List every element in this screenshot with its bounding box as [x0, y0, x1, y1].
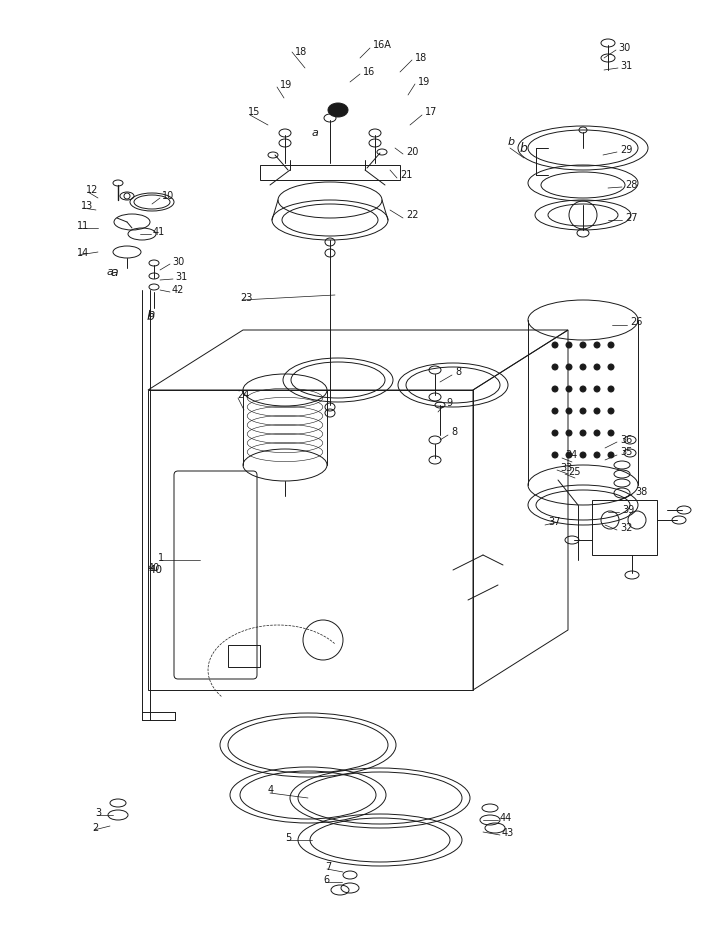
- Circle shape: [594, 430, 600, 436]
- Circle shape: [566, 408, 572, 414]
- Text: 19: 19: [280, 80, 292, 90]
- Text: 14: 14: [77, 248, 89, 258]
- Text: a: a: [107, 267, 114, 277]
- Text: 35: 35: [620, 447, 633, 457]
- Text: 29: 29: [620, 145, 633, 155]
- Circle shape: [552, 386, 558, 392]
- Circle shape: [594, 364, 600, 370]
- Circle shape: [552, 342, 558, 348]
- Text: 22: 22: [406, 210, 419, 220]
- Text: 13: 13: [81, 201, 93, 211]
- Circle shape: [608, 452, 614, 458]
- Circle shape: [566, 430, 572, 436]
- Bar: [228, 645, 260, 667]
- Text: 18: 18: [415, 53, 427, 63]
- Text: 38: 38: [635, 487, 647, 497]
- Text: 39: 39: [622, 505, 634, 515]
- Ellipse shape: [328, 103, 348, 117]
- Text: 1: 1: [158, 553, 164, 563]
- Text: 28: 28: [625, 180, 638, 190]
- Text: 34: 34: [565, 450, 577, 460]
- Circle shape: [594, 452, 600, 458]
- Text: a: a: [312, 128, 319, 138]
- Text: 24: 24: [237, 390, 249, 400]
- Text: 20: 20: [406, 147, 419, 157]
- Text: 8: 8: [455, 367, 461, 377]
- Text: 6: 6: [323, 875, 329, 885]
- Text: 43: 43: [502, 828, 514, 838]
- Text: 12: 12: [86, 185, 98, 195]
- Text: 42: 42: [172, 285, 184, 295]
- Circle shape: [566, 452, 572, 458]
- Text: 30: 30: [172, 257, 184, 267]
- Text: 2: 2: [92, 823, 98, 833]
- Circle shape: [608, 408, 614, 414]
- Circle shape: [608, 342, 614, 348]
- Circle shape: [580, 342, 586, 348]
- Text: 15: 15: [248, 107, 260, 117]
- Text: 40: 40: [148, 565, 162, 575]
- Text: 10: 10: [162, 191, 174, 201]
- Circle shape: [608, 430, 614, 436]
- Text: 31: 31: [175, 272, 187, 282]
- Text: 3: 3: [95, 808, 101, 818]
- Circle shape: [594, 408, 600, 414]
- Text: 9: 9: [446, 398, 452, 408]
- Text: b: b: [147, 309, 155, 322]
- Text: b: b: [148, 309, 155, 319]
- Circle shape: [566, 386, 572, 392]
- Text: 44: 44: [500, 813, 513, 823]
- Circle shape: [552, 364, 558, 370]
- Circle shape: [580, 408, 586, 414]
- Text: 11: 11: [77, 221, 89, 231]
- Text: 32: 32: [620, 523, 633, 533]
- Circle shape: [566, 342, 572, 348]
- Circle shape: [594, 342, 600, 348]
- Text: 25: 25: [568, 467, 581, 477]
- Text: b: b: [520, 142, 528, 155]
- Text: b: b: [508, 137, 515, 147]
- Circle shape: [580, 386, 586, 392]
- Circle shape: [552, 452, 558, 458]
- Circle shape: [580, 364, 586, 370]
- Text: 37: 37: [548, 517, 560, 527]
- Text: 31: 31: [620, 61, 632, 71]
- Text: 19: 19: [418, 77, 430, 87]
- Text: 5: 5: [285, 833, 291, 843]
- Text: 33: 33: [560, 463, 572, 473]
- Text: 21: 21: [400, 170, 412, 180]
- Text: 36: 36: [620, 435, 632, 445]
- Circle shape: [552, 408, 558, 414]
- Text: 30: 30: [618, 43, 630, 53]
- Circle shape: [552, 430, 558, 436]
- Text: 18: 18: [295, 47, 307, 57]
- Text: 17: 17: [425, 107, 437, 117]
- Text: 16A: 16A: [373, 40, 392, 50]
- Text: 7: 7: [325, 862, 331, 872]
- Text: 4: 4: [268, 785, 274, 795]
- Text: 26: 26: [630, 317, 642, 327]
- Circle shape: [580, 430, 586, 436]
- Circle shape: [608, 364, 614, 370]
- Text: 27: 27: [625, 213, 638, 223]
- Circle shape: [594, 386, 600, 392]
- Circle shape: [608, 386, 614, 392]
- Text: 23: 23: [240, 293, 252, 303]
- Circle shape: [566, 364, 572, 370]
- Text: 40: 40: [148, 563, 161, 573]
- Text: 8: 8: [451, 427, 457, 437]
- Text: 41: 41: [153, 227, 166, 237]
- Text: a: a: [110, 266, 118, 279]
- Circle shape: [580, 452, 586, 458]
- Text: 16: 16: [363, 67, 375, 77]
